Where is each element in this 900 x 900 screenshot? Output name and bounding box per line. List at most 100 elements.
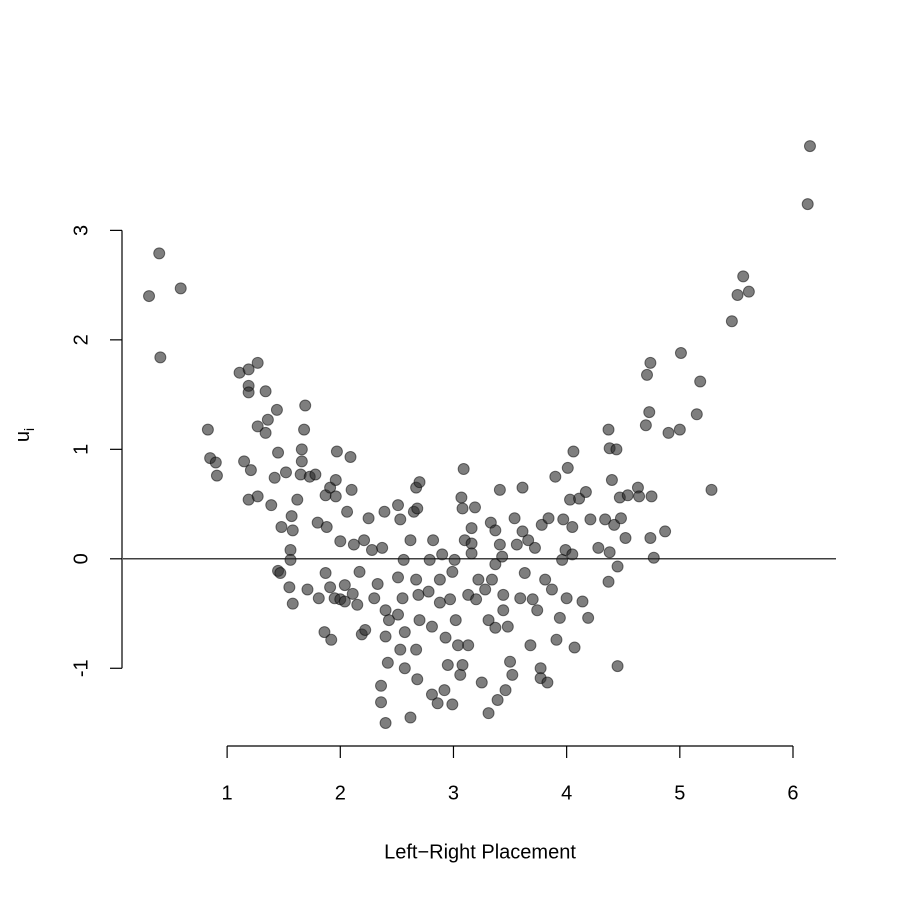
point (174, 282, 187, 295)
point (584, 513, 597, 526)
point (284, 553, 297, 566)
point (265, 499, 278, 512)
point (378, 505, 391, 518)
point (556, 553, 569, 566)
x-tick-label: 4 (561, 782, 572, 804)
point (358, 534, 371, 547)
point (436, 548, 449, 561)
point (433, 573, 446, 586)
point (468, 501, 481, 514)
point (285, 510, 298, 523)
point (603, 546, 616, 559)
point (329, 473, 342, 486)
point (394, 513, 407, 526)
point (301, 583, 314, 596)
y-axis-label-main: u (12, 431, 34, 442)
point (242, 363, 255, 376)
point (320, 521, 333, 534)
point (526, 593, 539, 606)
point (427, 534, 440, 547)
point (259, 385, 272, 398)
point (329, 490, 342, 503)
x-tick-label: 5 (674, 782, 685, 804)
point (522, 534, 535, 547)
point (566, 548, 579, 561)
point (542, 512, 555, 525)
point (510, 538, 523, 551)
point (493, 538, 506, 551)
point (353, 565, 366, 578)
y-tick-label: -1 (70, 659, 92, 677)
point (411, 502, 424, 515)
x-tick-label: 6 (787, 782, 798, 804)
point (274, 567, 287, 580)
point (279, 466, 292, 479)
point (209, 456, 222, 469)
point (489, 621, 502, 634)
point (425, 620, 438, 633)
point (506, 668, 519, 681)
point (201, 423, 214, 436)
point (143, 290, 156, 303)
point (639, 419, 652, 432)
point (489, 524, 502, 537)
point (659, 525, 672, 538)
point (705, 483, 718, 496)
point (410, 643, 423, 656)
point (298, 423, 311, 436)
point (619, 532, 632, 544)
point (501, 620, 514, 633)
point (413, 476, 426, 489)
point (662, 426, 675, 439)
point (381, 656, 394, 669)
point (242, 386, 255, 399)
point (455, 491, 468, 504)
point (472, 573, 485, 586)
point (382, 614, 395, 627)
point (318, 626, 331, 639)
point (449, 614, 462, 627)
point (482, 707, 495, 720)
point (534, 662, 547, 675)
point (605, 473, 618, 486)
point (368, 592, 381, 605)
point (465, 522, 478, 535)
y-tick-label: 2 (70, 334, 92, 345)
point (489, 558, 502, 571)
point (560, 592, 573, 605)
point (493, 483, 506, 496)
point (742, 285, 755, 298)
point (621, 489, 634, 502)
point (286, 524, 299, 537)
point (725, 315, 738, 328)
point (312, 592, 325, 605)
point (482, 614, 495, 627)
point (690, 408, 703, 421)
point (644, 532, 657, 544)
point (268, 471, 281, 484)
point (379, 630, 392, 643)
point (602, 575, 615, 588)
point (346, 587, 359, 600)
point (261, 413, 274, 426)
point (610, 443, 623, 456)
point (413, 614, 426, 627)
point (640, 368, 653, 381)
point (504, 655, 517, 668)
point (422, 585, 435, 598)
point (541, 676, 554, 689)
point (291, 493, 304, 506)
point (244, 464, 257, 477)
point (272, 446, 285, 459)
point (404, 534, 417, 547)
point (673, 423, 686, 436)
point (462, 639, 475, 652)
point (579, 486, 592, 499)
point (295, 455, 308, 468)
point (284, 544, 297, 557)
point (283, 581, 296, 594)
point (338, 595, 351, 608)
point (491, 694, 504, 707)
point (643, 406, 656, 419)
point (456, 658, 469, 671)
